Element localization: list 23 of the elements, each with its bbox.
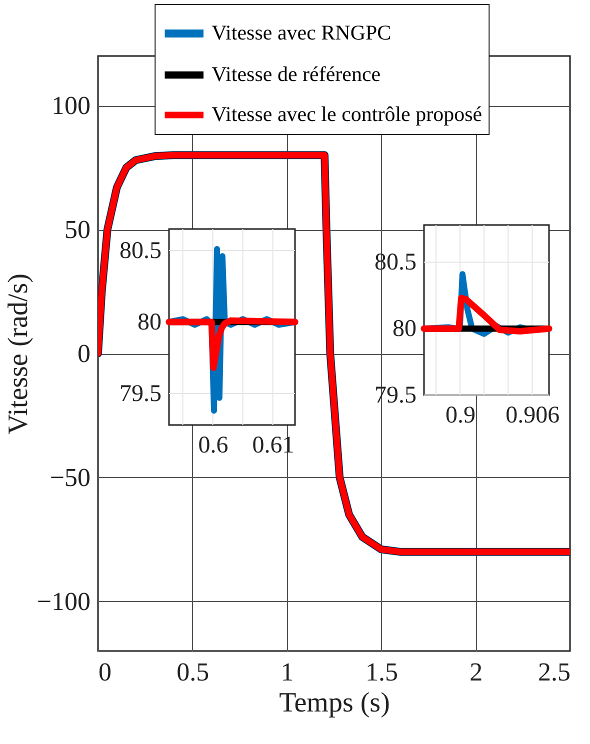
y-tick-label: 80: [138, 309, 162, 336]
y-tick-label: −50: [50, 462, 90, 492]
legend-label: Vitesse avec le contrôle proposé: [212, 102, 482, 126]
x-tick-label: 2: [470, 658, 483, 686]
y-tick-label: 79.5: [120, 381, 162, 408]
x-tick-label: 1.5: [365, 658, 398, 686]
x-tick-label: 0.6: [198, 432, 228, 458]
y-tick-label: 80.5: [120, 238, 162, 264]
y-tick-label: 0: [78, 339, 90, 368]
legend-label: Vitesse de référence: [212, 62, 381, 86]
x-tick-label: 0: [98, 658, 112, 686]
y-tick-label: −100: [36, 586, 90, 616]
y-axis-title: Vitesse (rad/s): [2, 274, 34, 434]
y-tick-label: 80: [392, 316, 416, 342]
x-tick-label: 0.5: [176, 658, 210, 686]
x-tick-label: 2.5: [538, 658, 570, 686]
y-tick-label: 100: [52, 91, 90, 120]
x-axis-title: Temps (s): [279, 688, 390, 718]
x-tick-label: 0.906: [506, 402, 560, 428]
x-tick-label: 1: [280, 658, 294, 686]
legend-label: Vitesse avec RNGPC: [212, 20, 392, 44]
y-tick-label: 50: [64, 215, 90, 244]
x-tick-label: 0.9: [446, 402, 476, 428]
